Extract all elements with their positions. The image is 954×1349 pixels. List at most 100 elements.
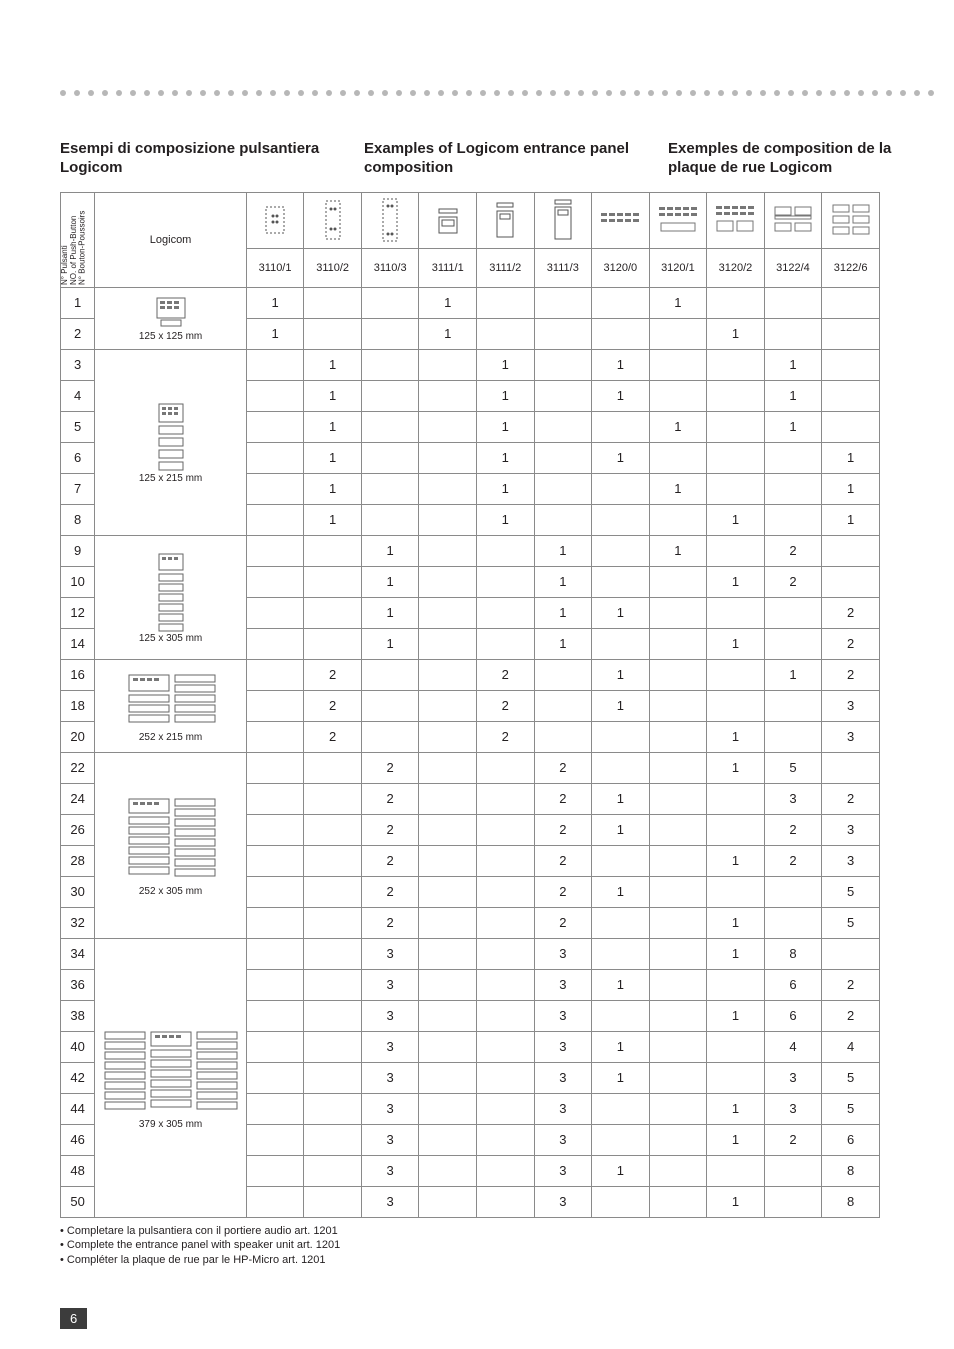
cell: [649, 566, 707, 597]
cell: [476, 597, 534, 628]
cell: 1: [707, 845, 765, 876]
cell: 2: [361, 876, 419, 907]
cell: 1: [707, 752, 765, 783]
cell: [649, 938, 707, 969]
cell: [592, 318, 650, 349]
cell: 8: [764, 938, 822, 969]
cell: 1: [764, 411, 822, 442]
cell: [707, 690, 765, 721]
cell: 1: [476, 442, 534, 473]
header-logicom: Logicom: [95, 192, 246, 287]
cell: 1: [304, 349, 362, 380]
cell: [649, 318, 707, 349]
col-code-6: 3120/0: [592, 248, 650, 287]
row-number: 12: [61, 597, 95, 628]
cell: [592, 473, 650, 504]
cell: 1: [476, 380, 534, 411]
cell: 3: [361, 1000, 419, 1031]
cell: [304, 287, 362, 318]
cell: [649, 1031, 707, 1062]
cell: [649, 1124, 707, 1155]
panel-illustration: 252 x 305 mm: [95, 752, 246, 938]
cell: [476, 628, 534, 659]
cell: 1: [592, 597, 650, 628]
cell: [304, 1093, 362, 1124]
cell: [304, 907, 362, 938]
row-number: 36: [61, 969, 95, 1000]
cell: [361, 473, 419, 504]
row-number: 38: [61, 1000, 95, 1031]
cell: [592, 1093, 650, 1124]
cell: [419, 907, 477, 938]
cell: [476, 938, 534, 969]
cell: 1: [592, 1155, 650, 1186]
cell: [534, 659, 592, 690]
cell: 1: [592, 969, 650, 1000]
cell: 3: [361, 969, 419, 1000]
cell: [476, 814, 534, 845]
cell: [764, 1186, 822, 1217]
cell: [476, 1155, 534, 1186]
cell: [246, 907, 304, 938]
cell: [246, 690, 304, 721]
cell: [649, 907, 707, 938]
cell: [476, 1000, 534, 1031]
col-code-9: 3122/4: [764, 248, 822, 287]
cell: 3: [534, 1031, 592, 1062]
row-number: 28: [61, 845, 95, 876]
cell: [246, 938, 304, 969]
cell: 2: [764, 566, 822, 597]
row-number: 30: [61, 876, 95, 907]
cell: [534, 287, 592, 318]
col-icon-10: [764, 192, 822, 248]
cell: 1: [592, 690, 650, 721]
cell: 3: [361, 1155, 419, 1186]
cell: [764, 628, 822, 659]
cell: [764, 721, 822, 752]
cell: [304, 318, 362, 349]
row-number: 44: [61, 1093, 95, 1124]
cell: 2: [304, 690, 362, 721]
cell: [707, 535, 765, 566]
cell: [822, 318, 880, 349]
cell: [246, 566, 304, 597]
cell: [649, 1062, 707, 1093]
col-icon-2: [304, 192, 362, 248]
cell: [246, 1000, 304, 1031]
panel-illustration: 252 x 215 mm: [95, 659, 246, 752]
cell: 2: [764, 845, 822, 876]
cell: [649, 1186, 707, 1217]
cell: [592, 566, 650, 597]
cell: [592, 907, 650, 938]
cell: [419, 628, 477, 659]
cell: [304, 628, 362, 659]
cell: [246, 721, 304, 752]
cell: [304, 1124, 362, 1155]
cell: [419, 1062, 477, 1093]
panel-illustration: 379 x 305 mm: [95, 938, 246, 1217]
cell: [707, 814, 765, 845]
cell: [419, 1031, 477, 1062]
col-code-7: 3120/1: [649, 248, 707, 287]
cell: [304, 783, 362, 814]
cell: 3: [361, 1186, 419, 1217]
cell: 1: [304, 504, 362, 535]
cell: [592, 535, 650, 566]
cell: 1: [246, 318, 304, 349]
cell: 1: [764, 349, 822, 380]
cell: [419, 597, 477, 628]
cell: [246, 814, 304, 845]
cell: [304, 814, 362, 845]
cell: 4: [764, 1031, 822, 1062]
cell: 1: [707, 504, 765, 535]
cell: 1: [707, 938, 765, 969]
cell: [592, 721, 650, 752]
footnote-line: • Completare la pulsantiera con il porti…: [60, 1224, 914, 1239]
cell: 1: [649, 473, 707, 504]
cell: [764, 876, 822, 907]
cell: [822, 380, 880, 411]
cell: [707, 349, 765, 380]
col-code-2: 3110/3: [361, 248, 419, 287]
cell: 3: [534, 1124, 592, 1155]
row-number: 48: [61, 1155, 95, 1186]
